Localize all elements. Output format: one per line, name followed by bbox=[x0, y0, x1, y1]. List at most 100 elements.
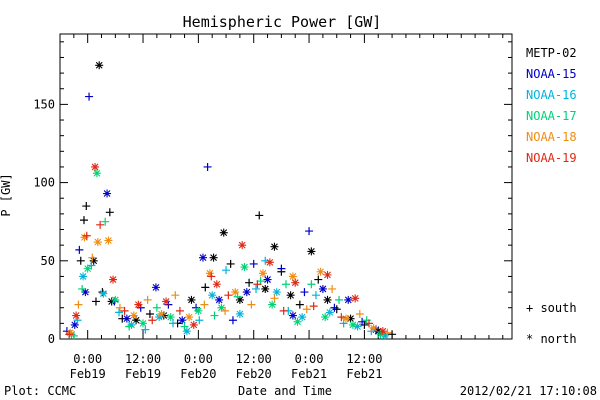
data-point-north bbox=[381, 331, 390, 340]
data-point-north bbox=[127, 320, 136, 329]
data-point-north bbox=[346, 314, 355, 323]
data-point-north bbox=[139, 319, 148, 328]
data-point-north bbox=[198, 253, 207, 262]
data-point-south bbox=[279, 306, 288, 315]
data-point-south bbox=[388, 330, 397, 339]
data-point-south bbox=[148, 316, 157, 325]
data-point-north bbox=[212, 280, 221, 289]
data-point-north bbox=[240, 263, 249, 272]
x-axis-label: Date and Time bbox=[238, 384, 332, 398]
data-point-north bbox=[89, 256, 98, 265]
data-point-south bbox=[335, 295, 344, 304]
data-point-north bbox=[235, 295, 244, 304]
data-point-north bbox=[258, 269, 267, 278]
data-point-south bbox=[105, 208, 114, 217]
data-point-south bbox=[314, 275, 323, 284]
data-point-north bbox=[323, 295, 332, 304]
data-point-south bbox=[300, 288, 309, 297]
data-point-south bbox=[311, 291, 320, 300]
legend-item: NOAA-17 bbox=[526, 109, 577, 123]
data-point-south bbox=[305, 227, 314, 236]
data-point-south bbox=[175, 306, 184, 315]
data-points bbox=[62, 61, 397, 340]
data-point-north bbox=[217, 303, 226, 312]
y-tick-label: 0 bbox=[48, 332, 55, 346]
data-point-south bbox=[91, 297, 100, 306]
x-tick-time-label: 12:00 bbox=[346, 352, 382, 366]
data-point-north bbox=[81, 288, 90, 297]
data-point-south bbox=[255, 211, 264, 220]
data-point-south bbox=[252, 284, 261, 293]
y-axis-label: P [GW] bbox=[0, 173, 13, 216]
data-point-north bbox=[83, 264, 92, 273]
data-point-north bbox=[194, 306, 203, 315]
x-tick-time-label: 0:00 bbox=[184, 352, 213, 366]
data-point-north bbox=[178, 316, 187, 325]
data-point-south bbox=[245, 278, 254, 287]
data-point-north bbox=[291, 278, 300, 287]
data-point-north bbox=[293, 317, 302, 326]
data-point-south bbox=[201, 283, 210, 292]
data-point-north bbox=[321, 313, 330, 322]
data-point-south bbox=[79, 216, 88, 225]
data-point-north bbox=[215, 295, 224, 304]
data-point-south bbox=[169, 319, 177, 328]
data-point-south bbox=[115, 303, 124, 312]
data-point-south bbox=[302, 305, 311, 314]
data-point-north bbox=[99, 289, 108, 298]
x-tick-time-label: 12:00 bbox=[125, 352, 161, 366]
legend-item: NOAA-18 bbox=[526, 130, 577, 144]
data-point-north bbox=[91, 162, 100, 171]
plot-timestamp: 2012/02/21 17:10:08 bbox=[460, 384, 597, 398]
data-point-south bbox=[295, 300, 304, 309]
data-point-south bbox=[85, 92, 94, 101]
data-point-north bbox=[263, 275, 272, 284]
data-point-north bbox=[219, 228, 228, 237]
data-point-north bbox=[209, 253, 218, 262]
data-point-north bbox=[261, 284, 270, 293]
x-tick-date-label: Feb19 bbox=[125, 367, 161, 381]
data-point-south bbox=[328, 284, 337, 293]
data-point-north bbox=[205, 269, 214, 278]
data-point-south bbox=[76, 256, 85, 265]
data-point-south bbox=[96, 220, 105, 229]
data-point-south bbox=[143, 295, 152, 304]
data-point-south bbox=[270, 294, 279, 303]
data-point-south bbox=[115, 308, 124, 317]
data-point-north bbox=[231, 288, 240, 297]
y-tick-label: 150 bbox=[33, 97, 55, 111]
data-point-north bbox=[369, 324, 378, 333]
data-point-north bbox=[151, 283, 160, 292]
data-point-north bbox=[80, 233, 89, 242]
data-point-north bbox=[122, 314, 131, 323]
data-point-south bbox=[207, 272, 216, 281]
data-point-north bbox=[157, 309, 166, 318]
data-point-south bbox=[195, 316, 204, 325]
data-point-north bbox=[344, 295, 353, 304]
data-point-south bbox=[355, 309, 364, 318]
legend: METP-02 NOAA-15 NOAA-16 NOAA-17 NOAA-18 NOAA-… bbox=[526, 46, 577, 346]
data-point-south bbox=[249, 259, 258, 268]
data-point-south bbox=[180, 322, 189, 331]
data-point-south bbox=[210, 311, 219, 320]
data-point-north bbox=[270, 242, 279, 251]
data-point-north bbox=[307, 247, 316, 256]
x-tick-date-label: Feb21 bbox=[346, 367, 382, 381]
data-point-south bbox=[200, 300, 209, 309]
data-point-north bbox=[323, 270, 332, 279]
x-tick-date-label: Feb19 bbox=[70, 367, 106, 381]
legend-item: NOAA-15 bbox=[526, 67, 577, 81]
data-point-north bbox=[109, 275, 118, 284]
data-point-north bbox=[95, 61, 104, 70]
data-point-north bbox=[129, 311, 138, 320]
data-point-north bbox=[166, 313, 175, 322]
data-point-north bbox=[351, 294, 360, 303]
data-point-south bbox=[152, 303, 161, 312]
data-point-north bbox=[155, 313, 164, 322]
plot-credit: Plot: CCMC bbox=[4, 384, 76, 398]
data-point-south bbox=[330, 303, 339, 312]
x-tick-date-label: Feb21 bbox=[291, 367, 327, 381]
data-point-south bbox=[309, 302, 318, 311]
data-point-south bbox=[222, 266, 231, 275]
